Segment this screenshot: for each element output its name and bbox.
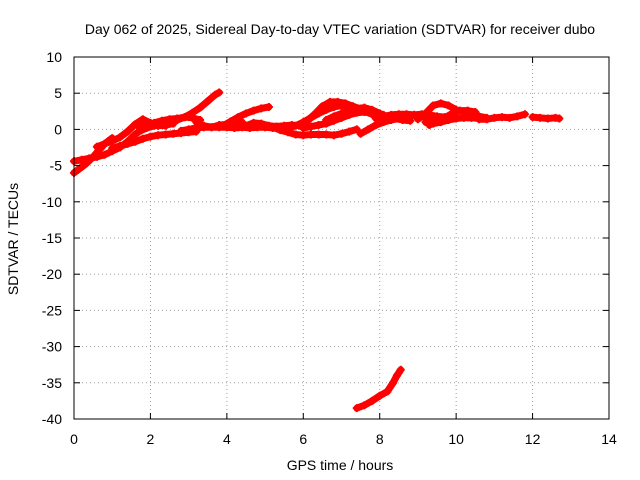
y-axis-label: SDTVAR / TECUs — [5, 183, 21, 295]
x-tick-label: 4 — [223, 431, 231, 447]
y-tick-label: 0 — [54, 121, 62, 137]
y-tick-label: 5 — [54, 85, 62, 101]
y-tick-label: -25 — [42, 302, 62, 318]
x-tick-label: 0 — [70, 431, 78, 447]
y-tick-label: -20 — [42, 266, 62, 282]
x-tick-label: 12 — [525, 431, 541, 447]
x-tick-label: 10 — [448, 431, 464, 447]
y-tick-label: 10 — [46, 49, 62, 65]
x-tick-label: 14 — [601, 431, 617, 447]
y-tick-label: -35 — [42, 375, 62, 391]
chart-title: Day 062 of 2025, Sidereal Day-to-day VTE… — [85, 21, 595, 37]
y-tick-label: -40 — [42, 411, 62, 427]
x-axis-label: GPS time / hours — [287, 457, 394, 473]
y-tick-label: -30 — [42, 339, 62, 355]
y-tick-label: -10 — [42, 194, 62, 210]
x-tick-label: 6 — [299, 431, 307, 447]
x-tick-label: 8 — [376, 431, 384, 447]
y-tick-label: -5 — [50, 158, 63, 174]
x-tick-label: 2 — [147, 431, 155, 447]
y-tick-label: -15 — [42, 230, 62, 246]
